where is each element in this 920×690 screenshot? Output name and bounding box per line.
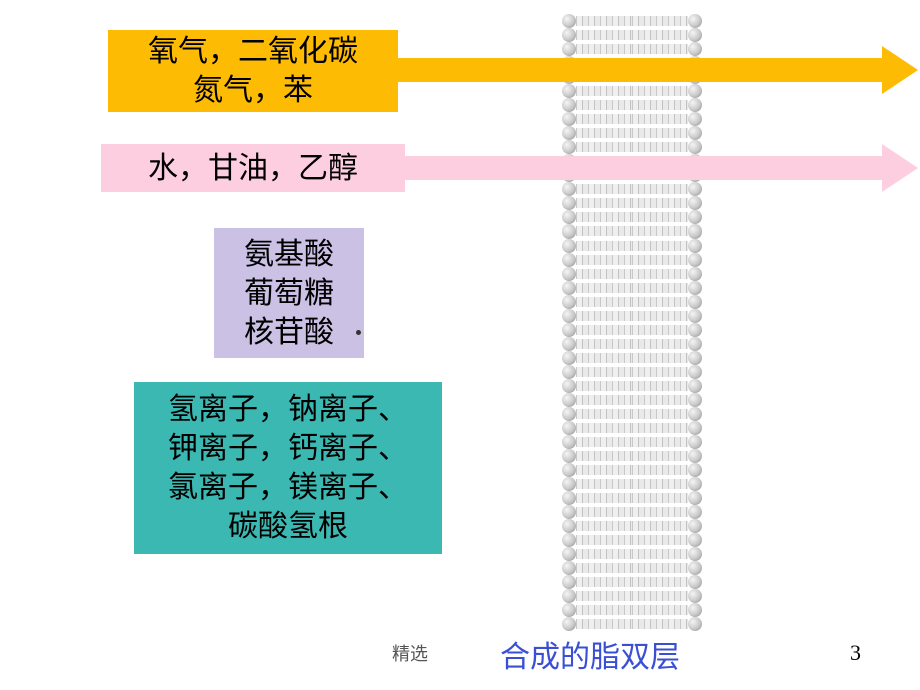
box-large-polar-line3: 核苷酸	[244, 313, 334, 352]
box-ions-line3: 氯离子，镁离子、	[168, 468, 408, 507]
box-ions-line1: 氢离子，钠离子、	[168, 390, 408, 429]
arrow-gases	[398, 58, 918, 82]
box-ions: 氢离子，钠离子、 钾离子，钙离子、 氯离子，镁离子、 碳酸氢根	[134, 382, 442, 554]
box-ions-line2: 钾离子，钙离子、	[168, 429, 408, 468]
footer-left: 精选	[392, 640, 428, 666]
page-number: 3	[850, 640, 861, 666]
box-small-polar: 水，甘油，乙醇	[101, 144, 405, 192]
box-large-polar: 氨基酸 葡萄糖 核苷酸	[214, 228, 364, 358]
caption-bilayer: 合成的脂双层	[500, 632, 680, 676]
box-large-polar-line2: 葡萄糖	[244, 274, 334, 313]
bullet-dot	[356, 330, 361, 335]
box-small-polar-text: 水，甘油，乙醇	[148, 149, 358, 188]
arrow-small-polar	[405, 156, 918, 180]
box-large-polar-line1: 氨基酸	[244, 235, 334, 274]
box-gases: 氧气，二氧化碳 氮气，苯	[108, 30, 398, 112]
box-gases-line1: 氧气，二氧化碳	[148, 32, 358, 71]
box-gases-line2: 氮气，苯	[148, 71, 358, 110]
box-ions-line4: 碳酸氢根	[168, 507, 408, 546]
lipid-bilayer	[562, 14, 702, 632]
